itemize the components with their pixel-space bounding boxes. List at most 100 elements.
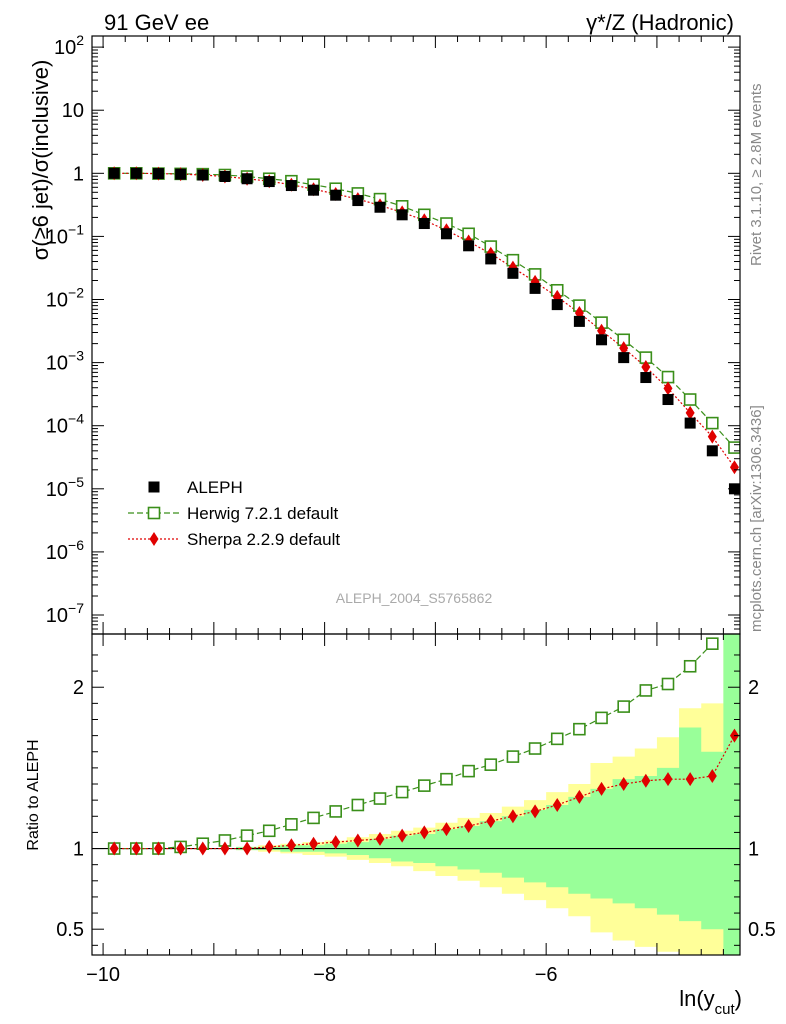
sherpa-ratio-line [114, 735, 735, 850]
aleph-point [219, 171, 231, 183]
ratio-y-tick-label-right: 2 [748, 677, 759, 699]
sherpa-ratio-point [552, 797, 562, 812]
herwig-ratio-point [550, 732, 564, 746]
aleph-point [640, 372, 652, 384]
sherpa-ratio-point [242, 841, 252, 856]
sherpa-ratio-point [619, 777, 629, 792]
herwig-ratio-point [440, 772, 453, 786]
legend-label: Herwig 7.2.1 default [187, 504, 338, 523]
sherpa-ratio-point [441, 822, 451, 837]
header-right-label: γ*/Z (Hadronic) [586, 10, 734, 35]
herwig-ratio-point [395, 785, 409, 799]
sherpa-ratio-point [397, 828, 407, 843]
sherpa-point [707, 429, 717, 444]
sherpa-ratio-point [419, 825, 429, 840]
aleph-point [197, 169, 209, 181]
herwig-ratio-point [462, 764, 475, 778]
aleph-point [684, 417, 696, 429]
aleph-point [152, 168, 164, 180]
main-y-tick-label: 10−4 [46, 411, 84, 438]
aleph-point [130, 167, 142, 179]
sherpa-point [641, 360, 651, 375]
sherpa-point [663, 381, 673, 396]
main-y-tick-label: 10 [62, 100, 84, 122]
sherpa-ratio-point [109, 841, 119, 856]
aleph-point [662, 394, 674, 406]
sherpa-ratio-point [464, 818, 474, 833]
ratio-y-tick-label-left: 0.5 [56, 919, 84, 941]
main-y-tick-label: 1 [73, 163, 84, 185]
sherpa-ratio-point [597, 781, 607, 796]
x-axis-label: ln(ycut) [679, 986, 742, 1018]
herwig-ratio-point [595, 711, 608, 725]
main-y-tick-label: 10−6 [46, 537, 84, 564]
aleph-point [463, 240, 475, 252]
aleph-point [396, 209, 408, 221]
sherpa-point [729, 460, 739, 475]
aleph-point [551, 299, 563, 311]
rivet-version-label: Rivet 3.1.10, ≥ 2.8M events [748, 83, 765, 267]
aleph-point [706, 445, 718, 457]
sherpa-ratio-point [486, 814, 496, 829]
aleph-point [618, 352, 630, 364]
ratio-y-axis-label: Ratio to ALEPH [25, 739, 42, 850]
sherpa-point [685, 405, 695, 420]
herwig-ratio-point [573, 722, 586, 736]
sherpa-ratio-point [131, 841, 141, 856]
aleph-point [573, 315, 585, 327]
herwig-ratio-point [307, 811, 320, 825]
sherpa-point [619, 341, 629, 356]
herwig-ratio-point [683, 659, 697, 673]
herwig-ratio-point [617, 700, 630, 713]
ratio-y-tick-label-left: 2 [73, 677, 84, 699]
legend-herwig-marker [147, 506, 161, 520]
main-y-tick-label: 10−2 [46, 285, 84, 312]
ratio-panel-marks [92, 637, 740, 856]
ratio-uncertainty-bands [103, 634, 740, 955]
ratio-y-tick-label-left: 1 [73, 839, 84, 861]
aleph-point [285, 180, 297, 192]
mcplots-label: mcplots.cern.ch [arXiv:1306.3436] [748, 405, 765, 632]
sherpa-ratio-point [264, 839, 274, 854]
x-tick-label: −10 [86, 964, 120, 986]
herwig-ratio-point [262, 824, 276, 838]
sherpa-ratio-point [309, 836, 319, 851]
herwig-ratio-point [240, 829, 254, 842]
herwig-ratio-point [351, 798, 365, 812]
main-y-tick-label: 10−3 [46, 348, 84, 375]
sherpa-ratio-point [574, 789, 584, 804]
sherpa-point [597, 323, 607, 338]
ratio-y-tick-label-right: 1 [748, 839, 759, 861]
ratio-y-tick-label-right: 0.5 [748, 919, 776, 941]
herwig-point [683, 393, 697, 406]
legend: ALEPH Herwig 7.2.1 default Sherpa 2.2.9 de… [128, 478, 340, 549]
herwig-point [706, 416, 719, 430]
main-y-axis-label: σ(≥6 jet)/σ(inclusive) [28, 60, 53, 261]
herwig-ratio-point [661, 677, 675, 691]
herwig-ratio-point [484, 758, 498, 771]
aleph-point [485, 253, 497, 265]
sherpa-ratio-point [707, 768, 717, 783]
legend-label: Sherpa 2.2.9 default [187, 530, 340, 549]
header-left-label: 91 GeV ee [104, 10, 210, 35]
aleph-point [175, 168, 187, 180]
sherpa-ratio-point [353, 833, 363, 848]
sherpa-ratio-point [153, 841, 163, 856]
ratio-band-inner [103, 634, 740, 955]
sherpa-ratio-point [508, 809, 518, 824]
aleph-point [352, 195, 364, 207]
x-tick-label: −8 [313, 964, 336, 986]
aleph-point [108, 167, 120, 179]
main-panel-marks [107, 166, 740, 495]
aleph-point [418, 218, 430, 230]
legend-label: ALEPH [187, 478, 243, 497]
herwig-ratio-point [706, 637, 719, 650]
aleph-point [308, 184, 320, 196]
ratio-panel-frame [91, 633, 741, 956]
aleph-point [263, 176, 275, 188]
aleph-point [529, 282, 541, 294]
sherpa-ratio-point [286, 838, 296, 853]
herwig-ratio-point [418, 779, 431, 792]
sherpa-ratio-point [530, 804, 540, 819]
